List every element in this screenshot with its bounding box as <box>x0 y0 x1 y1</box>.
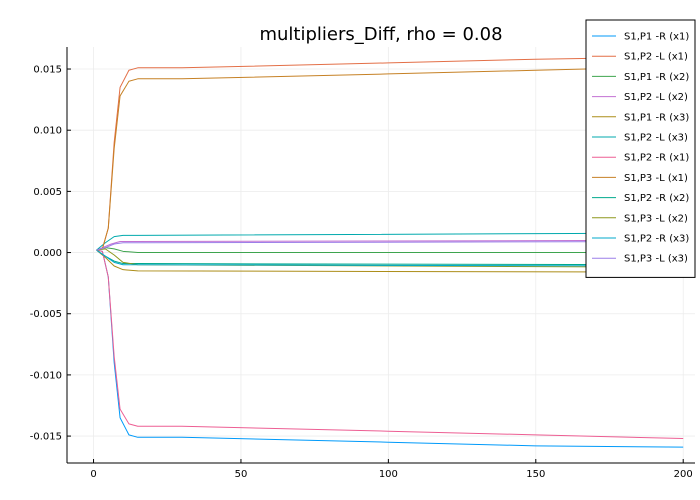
y-tick-label: 0.000 <box>33 248 62 259</box>
x-tick-label: 200 <box>674 469 693 480</box>
legend-label: S1,P1 -R (x1) <box>624 32 689 43</box>
legend-label: S1,P3 -L (x3) <box>624 254 688 265</box>
y-tick-label: 0.015 <box>33 65 62 76</box>
legend-label: S1,P2 -L (x3) <box>624 133 688 144</box>
x-axis-ticks: 0 50 100 150 200 <box>90 459 693 480</box>
y-tick-label: -0.015 <box>30 432 62 443</box>
series-line-8 <box>96 66 684 251</box>
y-tick-label: 0.005 <box>33 187 62 198</box>
x-tick-label: 50 <box>235 469 248 480</box>
legend-label: S1,P1 -R (x3) <box>624 112 689 123</box>
chart-title: multipliers_Diff, rho = 0.08 <box>259 24 502 45</box>
series-line-7 <box>96 249 684 440</box>
y-axis-ticks: -0.015 -0.010 -0.005 0.000 0.005 0.010 0.015 <box>30 65 71 443</box>
y-tick-label: -0.005 <box>30 309 62 320</box>
axes <box>66 47 695 464</box>
legend-label: S1,P2 -L (x1) <box>624 52 688 63</box>
legend-label: S1,P2 -L (x2) <box>624 92 688 103</box>
series-lines <box>96 56 684 448</box>
legend-label: S1,P3 -L (x2) <box>624 213 688 224</box>
legend-box <box>585 19 696 278</box>
legend-label: S1,P2 -R (x1) <box>624 153 689 164</box>
legend: S1,P1 -R (x1) S1,P2 -L (x1) S1,P1 -R (x2) S… <box>585 19 696 278</box>
series-line-12 <box>96 241 684 251</box>
series-line-11 <box>96 249 684 267</box>
series-line-4 <box>96 239 684 251</box>
legend-label: S1,P2 -R (x3) <box>624 234 689 245</box>
y-tick-label: -0.010 <box>30 370 62 381</box>
legend-label: S1,P2 -R (x2) <box>624 193 689 204</box>
legend-label: S1,P1 -R (x2) <box>624 72 689 83</box>
y-tick-label: 0.010 <box>33 126 62 137</box>
x-tick-label: 150 <box>526 469 545 480</box>
legend-label: S1,P3 -L (x1) <box>624 173 688 184</box>
x-tick-label: 100 <box>379 469 398 480</box>
x-tick-label: 0 <box>90 469 96 480</box>
